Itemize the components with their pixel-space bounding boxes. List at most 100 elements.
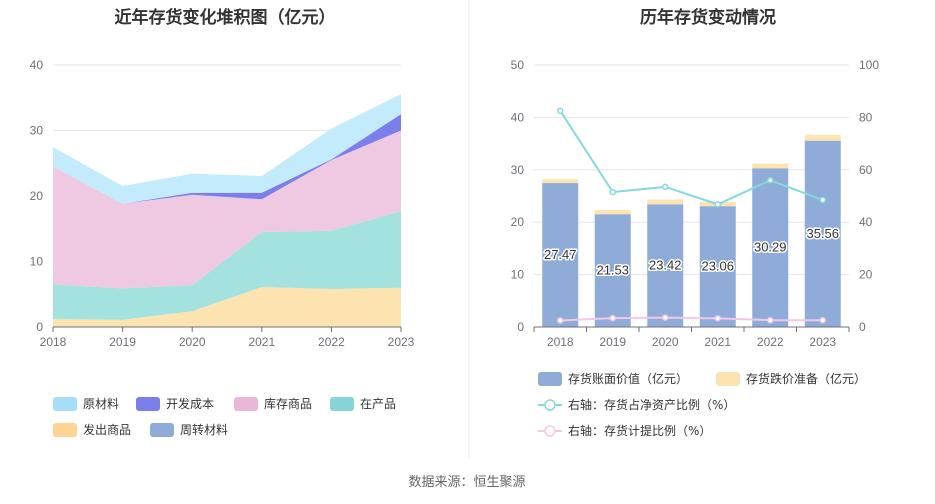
y2-tick-label: 40 [859, 215, 873, 229]
legend-marker [544, 425, 556, 437]
line-point [819, 196, 826, 204]
line-point [609, 188, 616, 196]
left-y-axis: 0 10 20 30 40 [30, 58, 44, 334]
y2-tick-label: 60 [859, 163, 873, 177]
line-series [560, 316, 823, 322]
x-tick-label: 2021 [704, 335, 731, 349]
y-tick-label: 10 [511, 268, 525, 282]
legend-label: 右轴：存货占净资产比例（%） [568, 397, 735, 412]
legend-label: 原材料 [83, 397, 119, 411]
x-tick-label: 2020 [179, 335, 206, 349]
legend-swatch [53, 397, 77, 411]
line-point [714, 201, 721, 208]
legend-label: 发出商品 [83, 422, 131, 437]
right-bar-labels: 27.47 21.53 23.42 23.06 30.29 35.56 [542, 224, 840, 279]
legend-swatch [538, 372, 562, 386]
legend-swatch [150, 423, 174, 437]
y2-tick-label: 80 [859, 110, 873, 124]
bar-data-label: 35.56 [806, 226, 839, 241]
x-tick-label: 2022 [318, 335, 345, 349]
x-tick-label: 2023 [388, 335, 415, 349]
bar-stack [752, 163, 789, 169]
legend-label: 存货账面价值（亿元） [568, 371, 688, 386]
x-tick-label: 2021 [248, 335, 275, 349]
line-point [662, 183, 669, 191]
y-tick-label: 0 [517, 320, 524, 334]
bar-stack [542, 179, 579, 184]
bar-data-label: 23.06 [701, 259, 734, 274]
y2-tick-label: 20 [859, 268, 873, 282]
legend-label: 存货跌价准备（亿元） [746, 371, 866, 386]
y-tick-label: 10 [30, 255, 44, 269]
right-y-axis-left: 0 10 20 30 40 50 [511, 58, 525, 334]
right-line-series [557, 107, 826, 324]
legend-swatch [330, 397, 354, 411]
bar-data-label: 27.47 [544, 247, 577, 262]
bar [804, 140, 841, 327]
line-point [557, 317, 564, 324]
right-legend: 存货账面价值（亿元） 存货跌价准备（亿元） 右轴：存货占净资产比例（%） 右轴：存货计… [538, 371, 866, 438]
bar [699, 206, 736, 327]
legend-label: 在产品 [360, 397, 396, 411]
y-tick-label: 30 [511, 163, 525, 177]
y-tick-label: 40 [511, 110, 525, 124]
y-tick-label: 40 [30, 58, 44, 72]
bar [752, 168, 789, 327]
line-point [767, 177, 774, 184]
line-point [662, 314, 669, 321]
bar-stack [647, 199, 684, 205]
x-tick-label: 2019 [599, 335, 626, 349]
legend-label: 开发成本 [166, 396, 214, 411]
legend-marker [544, 399, 556, 411]
right-bar-series [542, 134, 841, 327]
legend-label: 周转材料 [180, 422, 228, 437]
bar-data-label: 23.42 [649, 258, 682, 273]
bar-data-label: 21.53 [596, 263, 629, 278]
x-tick-label: 2023 [809, 335, 836, 349]
bar-data-label: 30.29 [754, 240, 787, 255]
x-tick-label: 2018 [40, 335, 67, 349]
line-point [714, 315, 721, 322]
right-gridlines [534, 64, 849, 276]
x-tick-label: 2019 [109, 335, 136, 349]
area-series [53, 287, 401, 327]
bar-stack [594, 209, 631, 215]
y-tick-label: 20 [30, 189, 44, 203]
line-point [557, 107, 564, 115]
x-tick-label: 2018 [547, 335, 574, 349]
bar-stack [804, 134, 841, 141]
legend-swatch [234, 397, 258, 411]
line-point [609, 314, 616, 322]
bar [647, 204, 684, 327]
x-tick-label: 2022 [757, 335, 784, 349]
y-tick-label: 30 [30, 124, 44, 138]
area-series [53, 130, 401, 289]
right-y-axis-right: 0 20 40 60 80 100 [859, 58, 879, 334]
left-area-series [53, 94, 401, 327]
right-x-axis: 2018 2019 2020 2021 2022 2023 [533, 326, 850, 349]
legend-swatch [136, 397, 160, 411]
legend-label: 右轴：存货计提比例（%） [568, 423, 711, 438]
y-tick-label: 50 [511, 58, 525, 72]
y-tick-label: 20 [511, 215, 525, 229]
area-series [53, 94, 401, 204]
x-tick-label: 2020 [652, 335, 679, 349]
bar [594, 214, 631, 327]
legend-label: 库存商品 [264, 396, 312, 411]
y2-tick-label: 100 [859, 58, 879, 72]
y-tick-label: 0 [36, 320, 43, 334]
left-x-axis: 2018 2019 2020 2021 2022 2023 [40, 326, 415, 349]
line-point [767, 316, 774, 324]
source-note: 数据来源：恒生聚源 [408, 475, 525, 490]
line-point [819, 316, 826, 324]
right-chart-title: 历年存货变动情况 [640, 7, 776, 28]
legend-swatch [53, 423, 77, 437]
bar [542, 183, 579, 327]
y2-tick-label: 0 [859, 320, 866, 334]
line-series [559, 110, 824, 206]
legend-swatch [716, 372, 740, 386]
area-series [53, 211, 401, 320]
left-chart-title: 近年存货变化堆积图（亿元） [115, 7, 336, 28]
